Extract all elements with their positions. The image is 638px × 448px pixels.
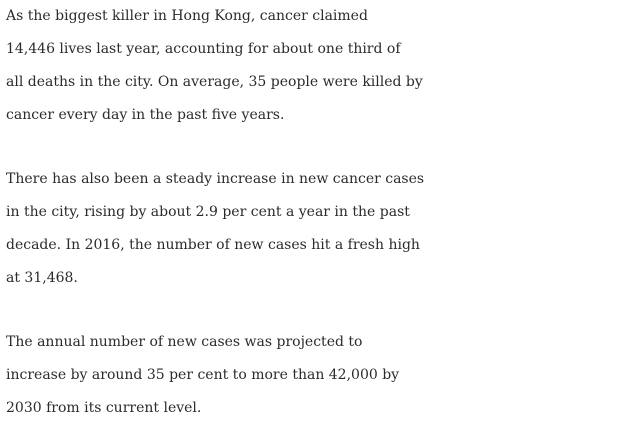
text-line: all deaths in the city. On average, 35 p…	[6, 74, 423, 90]
paragraph-projection: The annual number of new cases was proje…	[6, 326, 634, 425]
text-line: 14,446 lives last year, accounting for a…	[6, 41, 401, 57]
paragraph-cancer-deaths: As the biggest killer in Hong Kong, canc…	[6, 0, 634, 132]
text-line: at 31,468.	[6, 270, 78, 286]
text-line: 2030 from its current level.	[6, 400, 202, 416]
text-line: decade. In 2016, the number of new cases…	[6, 237, 420, 253]
text-line: increase by around 35 per cent to more t…	[6, 367, 400, 383]
text-line: in the city, rising by about 2.9 per cen…	[6, 204, 410, 220]
text-line: There has also been a steady increase in…	[6, 171, 425, 187]
paragraph-new-cases: There has also been a steady increase in…	[6, 163, 634, 295]
text-line: cancer every day in the past five years.	[6, 107, 285, 123]
article-body: As the biggest killer in Hong Kong, canc…	[6, 0, 634, 425]
text-line: As the biggest killer in Hong Kong, canc…	[6, 8, 368, 24]
text-line: The annual number of new cases was proje…	[6, 334, 363, 350]
